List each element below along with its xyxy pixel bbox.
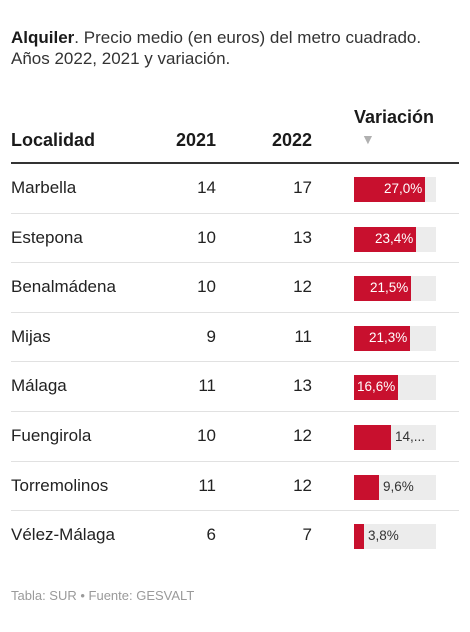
- variacion-bar: [354, 424, 391, 450]
- variacion-label: 21,3%: [369, 329, 408, 345]
- cell-2021: 10: [197, 227, 216, 247]
- variacion-label: 23,4%: [375, 230, 414, 246]
- header-localidad[interactable]: Localidad: [11, 130, 96, 150]
- cell-2021: 11: [198, 475, 216, 495]
- variacion-label: 3,8%: [368, 528, 399, 544]
- cell-localidad: Marbella: [11, 178, 77, 197]
- variacion-bar-track: 23,4%: [354, 226, 436, 252]
- table-row: Vélez-Málaga 6 7 3,8%: [11, 511, 459, 561]
- variacion-bar: [354, 524, 364, 550]
- table-row: Benalmádena 10 12 21,5%: [11, 263, 459, 313]
- variacion-label: 9,6%: [383, 478, 414, 494]
- table-body: Marbella 14 17 27,0% Estepona 10 13 23,4% Benalm…: [11, 164, 459, 561]
- cell-localidad: Torremolinos: [11, 475, 109, 495]
- table-header: Localidad 2021 2022 Variación ▼: [11, 100, 459, 164]
- table-intro: Alquiler. Precio medio (en euros) del me…: [11, 27, 459, 69]
- table-row: Marbella 14 17 27,0%: [11, 164, 459, 214]
- variacion-label: 16,6%: [357, 379, 396, 395]
- cell-2022: 11: [294, 326, 312, 346]
- variacion-bar-track: 14,...: [354, 424, 436, 450]
- cell-2021: 9: [206, 326, 216, 346]
- cell-localidad: Fuengirola: [11, 425, 92, 445]
- cell-localidad: Málaga: [11, 376, 67, 396]
- header-2021[interactable]: 2021: [175, 130, 216, 150]
- variacion-label: 14,...: [395, 428, 426, 444]
- cell-2022: 12: [293, 277, 312, 297]
- header-variacion[interactable]: Variación: [354, 107, 435, 127]
- header-2022[interactable]: 2022: [271, 130, 312, 150]
- cell-2022: 7: [302, 525, 312, 545]
- variacion-label: 27,0%: [384, 181, 423, 196]
- cell-localidad: Benalmádena: [11, 277, 116, 297]
- variacion-bar-track: 9,6%: [354, 474, 436, 500]
- cell-localidad: Vélez-Málaga: [11, 525, 115, 545]
- cell-2021: 10: [197, 425, 216, 445]
- table-row: Estepona 10 13 23,4%: [11, 214, 459, 264]
- cell-2021: 14: [197, 178, 216, 197]
- cell-2022: 12: [293, 475, 312, 495]
- variacion-bar: [354, 375, 398, 401]
- cell-2022: 12: [293, 425, 312, 445]
- variacion-bar-track: 21,5%: [354, 276, 436, 302]
- cell-2022: 13: [293, 227, 312, 247]
- cell-2022: 13: [293, 376, 312, 396]
- table-row: Mijas 9 11 21,3%: [11, 313, 459, 363]
- variacion-bar: [354, 474, 379, 500]
- variacion-bar: [354, 325, 410, 351]
- variacion-bar: [354, 276, 411, 302]
- variacion-bar-track: 16,6%: [354, 375, 436, 401]
- variacion-bar: [354, 177, 425, 202]
- table-row: Fuengirola 10 12 14,...: [11, 412, 459, 462]
- header-divider: [11, 162, 459, 164]
- variacion-bar: [354, 226, 416, 252]
- cell-localidad: Mijas: [11, 326, 51, 346]
- variacion-bar-track: 21,3%: [354, 325, 436, 351]
- variacion-label: 21,5%: [370, 280, 409, 296]
- intro-text: . Precio medio (en euros) del metro cuad…: [11, 28, 422, 68]
- intro-bold: Alquiler: [11, 28, 75, 47]
- sort-arrow-icon[interactable]: ▼: [361, 131, 375, 147]
- cell-2021: 11: [198, 376, 216, 396]
- cell-2022: 17: [293, 178, 312, 197]
- cell-2021: 6: [206, 525, 216, 545]
- cell-localidad: Estepona: [11, 227, 83, 247]
- table-footer: Tabla: SUR • Fuente: GESVALT: [11, 588, 195, 603]
- table-row: Torremolinos 11 12 9,6%: [11, 462, 459, 512]
- variacion-bar-track: 27,0%: [354, 177, 436, 202]
- variacion-bar-track: 3,8%: [354, 524, 436, 550]
- cell-2021: 10: [197, 277, 216, 297]
- table-row: Málaga 11 13 16,6%: [11, 362, 459, 412]
